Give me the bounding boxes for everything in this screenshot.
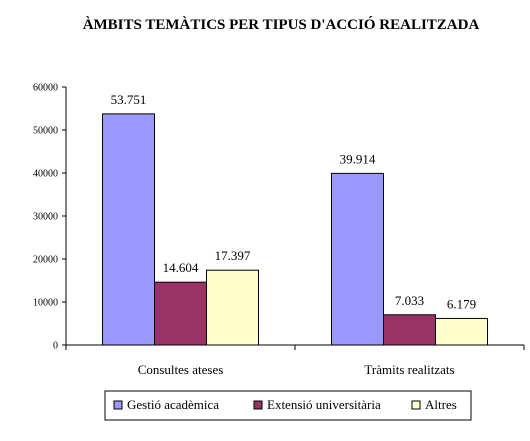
data-label: 39.914 <box>340 151 376 166</box>
chart-title: ÀMBITS TEMÀTICS PER TIPUS D'ACCIÓ REALIT… <box>83 16 480 33</box>
data-label: 7.033 <box>395 293 424 308</box>
bar <box>102 113 155 346</box>
legend-swatch <box>253 400 263 410</box>
bar <box>154 281 207 346</box>
legend: Gestió acadèmica Extensió universitària Al… <box>104 390 472 421</box>
y-tick-label: 40000 <box>33 169 58 180</box>
bar <box>435 317 488 346</box>
data-label: 17.397 <box>215 248 251 263</box>
category-label: Tràmits realitzats <box>364 362 454 377</box>
y-tick-label: 20000 <box>33 255 58 266</box>
legend-label: Gestió acadèmica <box>127 397 219 412</box>
data-label: 14.604 <box>163 260 199 275</box>
data-label: 53.751 <box>111 92 147 107</box>
data-label: 6.179 <box>447 296 476 311</box>
bar <box>331 172 384 346</box>
bar <box>383 314 436 346</box>
y-tick-label: 0 <box>53 341 58 352</box>
legend-label: Extensió universitària <box>267 397 381 412</box>
y-tick-label: 60000 <box>33 83 58 94</box>
legend-swatch <box>411 400 421 410</box>
y-tick-label: 10000 <box>33 298 58 309</box>
bar <box>206 269 259 346</box>
category-label: Consultes ateses <box>138 362 224 377</box>
legend-swatch <box>113 400 123 410</box>
legend-label: Altres <box>425 397 457 412</box>
legend-box <box>104 390 472 421</box>
y-tick-label: 30000 <box>33 212 58 223</box>
y-tick-label: 50000 <box>33 126 58 137</box>
